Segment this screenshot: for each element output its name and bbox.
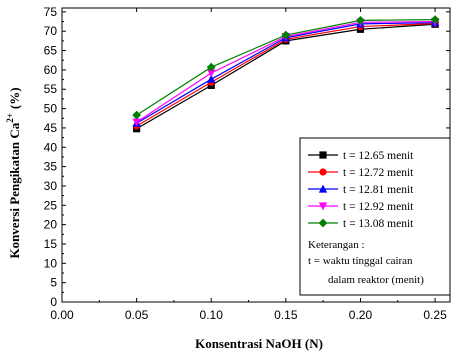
y-tick-label: 35 (44, 160, 58, 174)
y-tick-label: 50 (44, 102, 58, 116)
data-point (207, 69, 216, 78)
y-tick-label: 45 (44, 121, 58, 135)
y-tick-label: 65 (44, 44, 58, 58)
y-tick-label: 15 (44, 237, 58, 251)
x-tick-label: 0.20 (349, 308, 373, 322)
legend-label: t = 12.81 menit (343, 184, 414, 196)
data-point (207, 74, 216, 83)
legend-swatch-marker (318, 218, 328, 228)
y-tick-label: 60 (44, 63, 58, 77)
svg-text:Konversi Pengikatan Ca2+(%): Konversi Pengikatan Ca2+ (%) (5, 87, 22, 258)
data-point (206, 62, 216, 72)
legend-box (299, 137, 451, 296)
legend-swatch-marker (318, 202, 328, 211)
data-point (132, 118, 141, 127)
y-tick-label: 5 (50, 276, 57, 290)
data-point (132, 110, 142, 120)
y-tick-label: 10 (44, 256, 58, 270)
series-5 (132, 15, 440, 120)
legend-entry: t = 13.08 menit (308, 218, 414, 230)
y-axis-title-unit: (%) (7, 87, 22, 109)
y-tick-label: 40 (44, 140, 58, 154)
legend-swatch-marker (318, 184, 328, 193)
y-axis-title-group: Konversi Pengikatan Ca2+ (%) (5, 87, 22, 258)
legend-label: t = 12.72 menit (343, 167, 414, 179)
y-axis-title-sup: 2+ (5, 113, 15, 123)
y-tick-label: 0 (50, 295, 57, 309)
legend-label: t = 13.08 menit (343, 218, 414, 230)
y-tick-label: 30 (44, 179, 58, 193)
series-layer (132, 15, 440, 133)
legend-note-line1: t = waktu tinggal cairan (308, 255, 413, 267)
data-point (430, 15, 440, 25)
x-tick-labels: 0.00 0.05 0.10 0.15 0.20 0.25 (50, 308, 447, 322)
y-tick-label: 70 (44, 24, 58, 38)
legend-note-title: Keterangan : (308, 239, 365, 251)
legend-entry: t = 12.65 menit (308, 150, 414, 162)
legend-entry: t = 12.81 menit (308, 184, 414, 196)
y-tick-label: 25 (44, 198, 58, 212)
x-tick-label: 0.00 (50, 308, 74, 322)
y-tick-labels: 0 5 10 15 20 25 30 35 40 45 50 55 60 65 70 75 (44, 5, 58, 309)
data-point (281, 30, 291, 40)
x-tick-label: 0.15 (274, 308, 298, 322)
y-tick-label: 55 (44, 82, 58, 96)
legend-entry: t = 12.72 menit (308, 167, 414, 179)
y-tick-label: 75 (44, 5, 58, 19)
legend-note-line2: dalam reaktor (menit) (328, 274, 424, 286)
legend-swatch-marker (319, 168, 327, 176)
legend: t = 12.65 menit t = 12.72 menit t = 12.81 … (299, 137, 451, 296)
legend-swatch-marker (319, 151, 327, 159)
x-tick-label: 0.10 (200, 308, 224, 322)
x-tick-label: 0.25 (423, 308, 447, 322)
legend-label: t = 12.92 menit (343, 201, 414, 213)
x-axis-title: Konsentrasi NaOH (N) (195, 336, 323, 351)
legend-label: t = 12.65 menit (343, 150, 414, 162)
data-point (356, 15, 365, 25)
legend-entry: t = 12.92 menit (308, 201, 414, 213)
x-tick-label: 0.05 (125, 308, 149, 322)
y-axis-title: Konversi Pengikatan Ca (7, 122, 22, 258)
y-tick-label: 20 (44, 218, 58, 232)
